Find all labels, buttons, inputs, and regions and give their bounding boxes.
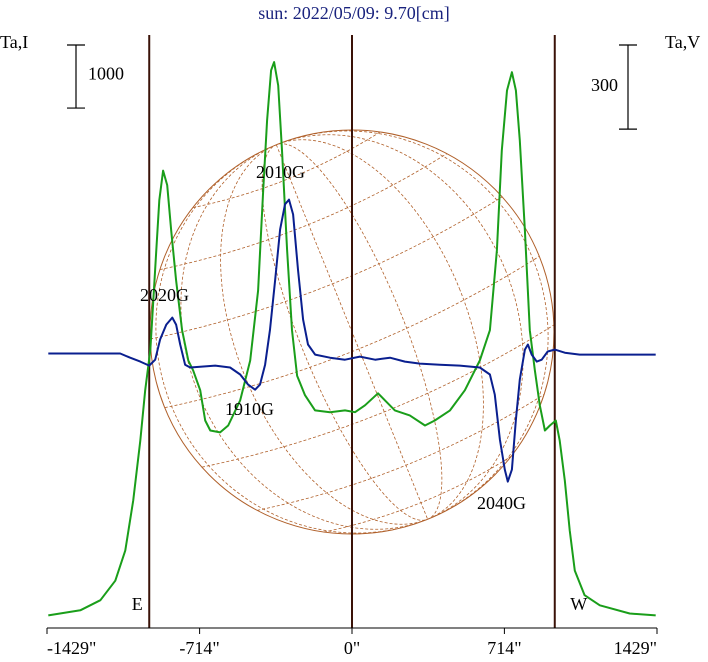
parallel bbox=[323, 456, 512, 533]
parallel bbox=[257, 394, 545, 511]
annotation: 2020G bbox=[140, 285, 189, 305]
marker-label: E bbox=[132, 594, 143, 614]
annotation: 1910G bbox=[225, 399, 274, 419]
marker-label: W bbox=[570, 594, 587, 614]
series-line bbox=[48, 61, 656, 617]
parallel bbox=[192, 131, 381, 209]
parallel bbox=[201, 324, 554, 468]
parallel bbox=[150, 196, 503, 340]
parallel bbox=[164, 255, 540, 409]
scale-label: 1000 bbox=[88, 64, 124, 84]
chart-title: sun: 2022/05/09: 9.70[cm] bbox=[258, 3, 450, 23]
y2-axis-label: Ta,V bbox=[665, 32, 700, 52]
x-tick-label: -1429" bbox=[47, 638, 96, 658]
x-tick-label: -714" bbox=[179, 638, 219, 658]
y-axis-label: Ta,I bbox=[0, 32, 28, 52]
x-tick-label: 1429" bbox=[614, 638, 657, 658]
scale-label: 300 bbox=[591, 75, 618, 95]
annotation: 2010G bbox=[256, 162, 305, 182]
series-line bbox=[48, 198, 656, 483]
annotation: 2040G bbox=[477, 493, 526, 513]
parallel bbox=[159, 153, 448, 270]
x-tick-label: 0" bbox=[344, 638, 360, 658]
x-tick-label: 714" bbox=[487, 638, 521, 658]
